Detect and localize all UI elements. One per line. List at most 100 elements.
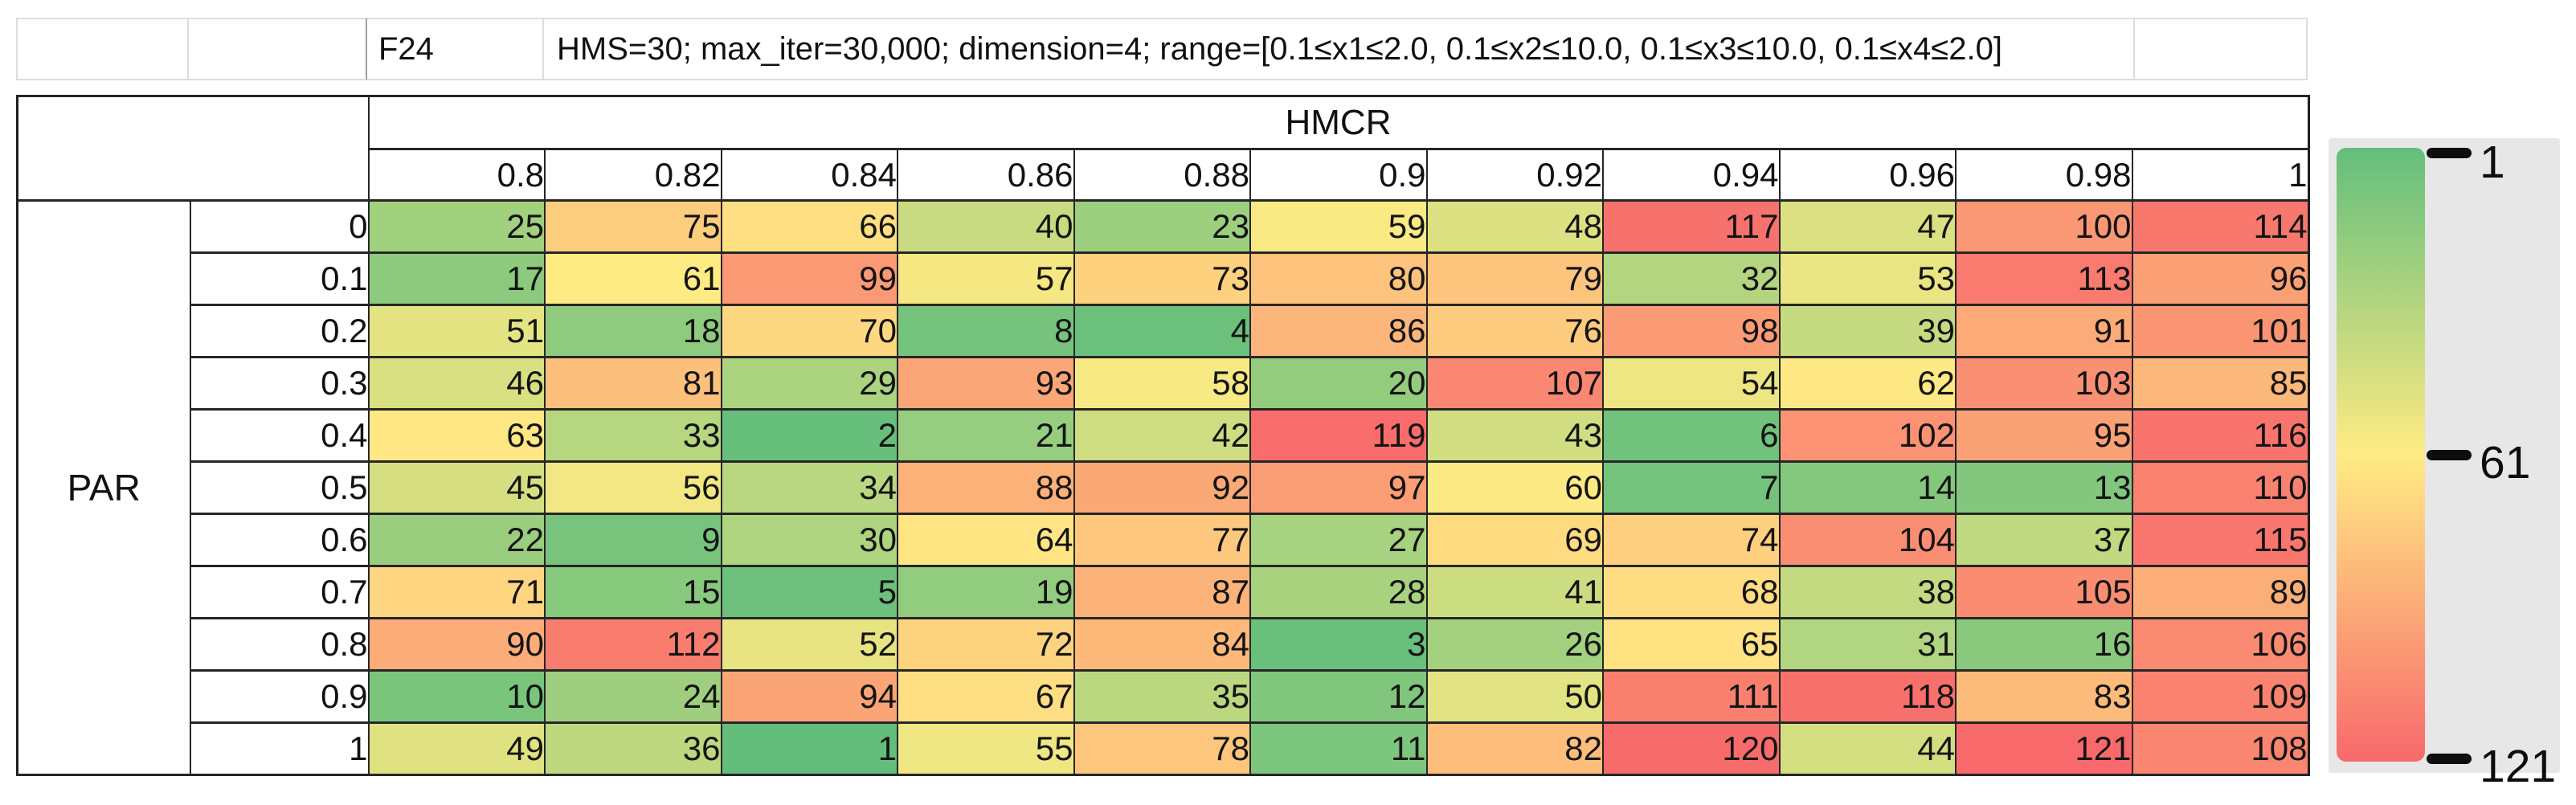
heatmap-cell: 73 bbox=[1073, 251, 1251, 306]
heatmap-cell: 118 bbox=[1778, 669, 1957, 724]
color-gradient-bar bbox=[2337, 148, 2425, 762]
heatmap-cell: 35 bbox=[1073, 669, 1251, 724]
heatmap-cell: 39 bbox=[1778, 304, 1957, 358]
row-header: 0.6 bbox=[189, 513, 370, 567]
heatmap-cell: 62 bbox=[1778, 356, 1957, 411]
heatmap-cell: 69 bbox=[1425, 513, 1604, 567]
row-header: 0 bbox=[189, 199, 370, 254]
heatmap-cell: 110 bbox=[2131, 460, 2309, 515]
heatmap-cell: 3 bbox=[1249, 617, 1428, 672]
heatmap-cell: 55 bbox=[897, 721, 1075, 776]
heatmap-row: 1 49 36 1 55 78 11 82 120 44 121 108 bbox=[18, 721, 2309, 776]
heatmap-cell: 119 bbox=[1249, 408, 1428, 463]
heatmap-cell: 38 bbox=[1778, 565, 1957, 619]
heatmap-row: PAR 0 25 75 66 40 23 59 48 117 47 100 114 bbox=[16, 199, 2309, 776]
heatmap-cell: 49 bbox=[367, 721, 546, 776]
legend-tick-dash-max bbox=[2427, 754, 2472, 764]
heatmap-cell: 108 bbox=[2131, 721, 2309, 776]
empty-cell bbox=[2135, 18, 2308, 80]
heatmap-cell: 5 bbox=[720, 565, 898, 619]
heatmap-cell: 66 bbox=[720, 199, 898, 254]
heatmap-table: HMCR 0.8 0.82 0.84 0.86 0.88 0.9 0.92 0.94 0.96 0… bbox=[16, 95, 2310, 776]
column-header: 0.88 bbox=[1073, 148, 1251, 202]
legend-tick-label-max: 121 bbox=[2480, 741, 2557, 792]
heatmap-cell: 106 bbox=[2131, 617, 2309, 672]
heatmap-cell: 87 bbox=[1073, 565, 1251, 619]
empty-cell bbox=[16, 18, 189, 80]
heatmap-cell: 17 bbox=[367, 251, 546, 306]
run-settings-text: HMS=30; max_iter=30,000; dimension=4; ra… bbox=[544, 18, 2135, 80]
heatmap-cell: 89 bbox=[2131, 565, 2309, 619]
heatmap-cell: 9 bbox=[544, 513, 722, 567]
heatmap-cell: 101 bbox=[2131, 304, 2309, 358]
heatmap-cell: 12 bbox=[1249, 669, 1428, 724]
heatmap-cell: 68 bbox=[1602, 565, 1781, 619]
heatmap-cell: 46 bbox=[367, 356, 546, 411]
heatmap-row: 0.3 46 81 29 93 58 20 107 54 62 103 85 bbox=[18, 356, 2309, 411]
heatmap-cell: 34 bbox=[720, 460, 898, 515]
heatmap-row: 0.9 10 24 94 67 35 12 50 111 118 83 109 bbox=[18, 669, 2309, 724]
heatmap-cell: 56 bbox=[544, 460, 722, 515]
corner-blank-cell bbox=[16, 95, 370, 202]
heatmap-cell: 11 bbox=[1249, 721, 1428, 776]
heatmap-cell: 57 bbox=[897, 251, 1075, 306]
heatmap-cell: 28 bbox=[1249, 565, 1428, 619]
heatmap-cell: 71 bbox=[367, 565, 546, 619]
row-header: 0.8 bbox=[189, 617, 370, 672]
heatmap-row: 0.5 45 56 34 88 92 97 60 7 14 13 110 bbox=[18, 460, 2309, 515]
heatmap-cell: 80 bbox=[1249, 251, 1428, 306]
heatmap-cell: 30 bbox=[720, 513, 898, 567]
heatmap-cell: 112 bbox=[544, 617, 722, 672]
heatmap-cell: 103 bbox=[1955, 356, 2133, 411]
column-header: 0.86 bbox=[897, 148, 1075, 202]
row-header: 0.2 bbox=[189, 304, 370, 358]
row-header: 0.3 bbox=[189, 356, 370, 411]
heatmap-cell: 23 bbox=[1073, 199, 1251, 254]
heatmap-cell: 61 bbox=[544, 251, 722, 306]
heatmap-cell: 113 bbox=[1955, 251, 2133, 306]
heatmap-cell: 75 bbox=[544, 199, 722, 254]
heatmap-cell: 7 bbox=[1602, 460, 1781, 515]
par-axis-label: PAR bbox=[16, 199, 191, 776]
title-row: F24 HMS=30; max_iter=30,000; dimension=4… bbox=[16, 18, 2308, 80]
column-header-row: 0.8 0.82 0.84 0.86 0.88 0.9 0.92 0.94 0.96 0.98 1 bbox=[18, 148, 2309, 202]
column-header: 0.96 bbox=[1778, 148, 1957, 202]
heatmap-cell: 53 bbox=[1778, 251, 1957, 306]
heatmap-cell: 32 bbox=[1602, 251, 1781, 306]
heatmap-cell: 93 bbox=[897, 356, 1075, 411]
heatmap-cell: 121 bbox=[1955, 721, 2133, 776]
heatmap-row: 0.4 63 33 2 21 42 119 43 6 102 95 116 bbox=[18, 408, 2309, 463]
row-header: 0.1 bbox=[189, 251, 370, 306]
heatmap-cell: 60 bbox=[1425, 460, 1604, 515]
heatmap-row: 0.8 90 112 52 72 84 3 26 65 31 16 106 bbox=[18, 617, 2309, 672]
heatmap-cell: 114 bbox=[2131, 199, 2309, 254]
heatmap-cell: 24 bbox=[544, 669, 722, 724]
heatmap-cell: 21 bbox=[897, 408, 1075, 463]
heatmap-cell: 102 bbox=[1778, 408, 1957, 463]
heatmap-cell: 42 bbox=[1073, 408, 1251, 463]
heatmap-cell: 14 bbox=[1778, 460, 1957, 515]
heatmap-cell: 116 bbox=[2131, 408, 2309, 463]
heatmap-cell: 120 bbox=[1602, 721, 1781, 776]
heatmap-cell: 51 bbox=[367, 304, 546, 358]
heatmap-cell: 81 bbox=[544, 356, 722, 411]
heatmap-cell: 109 bbox=[2131, 669, 2309, 724]
heatmap-cell: 50 bbox=[1425, 669, 1604, 724]
heatmap-cell: 64 bbox=[897, 513, 1075, 567]
column-header: 0.92 bbox=[1425, 148, 1604, 202]
heatmap-cell: 92 bbox=[1073, 460, 1251, 515]
heatmap-cell: 100 bbox=[1955, 199, 2133, 254]
heatmap-cell: 74 bbox=[1602, 513, 1781, 567]
heatmap-cell: 31 bbox=[1778, 617, 1957, 672]
column-header: 0.84 bbox=[720, 148, 898, 202]
legend-tick-dash-min bbox=[2427, 148, 2472, 158]
heatmap-cell: 10 bbox=[367, 669, 546, 724]
column-header: 0.9 bbox=[1249, 148, 1428, 202]
heatmap-cell: 111 bbox=[1602, 669, 1781, 724]
heatmap-row: 0.7 71 15 5 19 87 28 41 68 38 105 89 bbox=[18, 565, 2309, 619]
heatmap-cell: 95 bbox=[1955, 408, 2133, 463]
heatmap-cell: 59 bbox=[1249, 199, 1428, 254]
heatmap-cell: 1 bbox=[720, 721, 898, 776]
heatmap-cell: 16 bbox=[1955, 617, 2133, 672]
heatmap-cell: 104 bbox=[1778, 513, 1957, 567]
